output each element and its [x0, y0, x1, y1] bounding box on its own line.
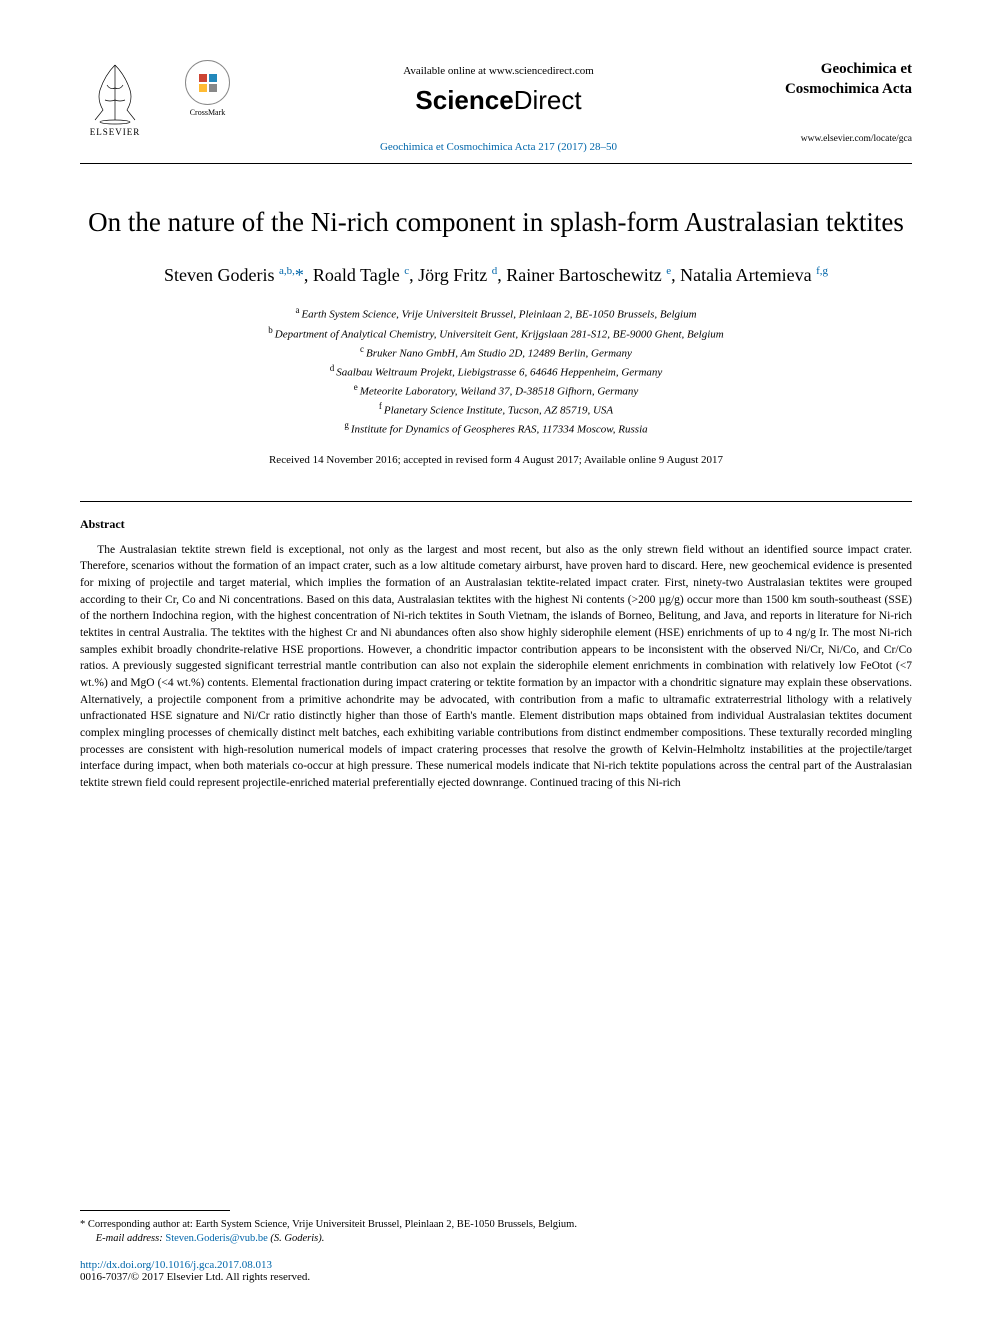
- doi-link[interactable]: http://dx.doi.org/10.1016/j.gca.2017.08.…: [80, 1259, 272, 1271]
- crossmark-label: CrossMark: [190, 108, 226, 117]
- abstract-divider: [80, 501, 912, 502]
- corresponding-author: * Corresponding author at: Earth System …: [80, 1219, 912, 1230]
- abstract-body: The Australasian tektite strewn field is…: [80, 542, 912, 792]
- journal-title: Geochimica et Cosmochimica Acta: [762, 60, 912, 99]
- header-right: Geochimica et Cosmochimica Acta www.else…: [762, 60, 912, 144]
- paper-title: On the nature of the Ni-rich component i…: [80, 204, 912, 240]
- elsevier-tree-icon: [85, 60, 145, 125]
- header-left: ELSEVIER CrossMark: [80, 60, 235, 145]
- affiliation-item: dSaalbau Weltraum Projekt, Liebigstrasse…: [80, 362, 912, 381]
- affiliation-item: aEarth System Science, Vrije Universitei…: [80, 304, 912, 323]
- journal-locate-url: www.elsevier.com/locate/gca: [762, 134, 912, 144]
- journal-ref-link[interactable]: Geochimica et Cosmochimica Acta 217 (201…: [380, 141, 617, 153]
- available-online-text: Available online at www.sciencedirect.co…: [235, 65, 762, 77]
- affiliation-item: gInstitute for Dynamics of Geospheres RA…: [80, 419, 912, 438]
- email-line: E-mail address: Steven.Goderis@vub.be (S…: [80, 1233, 912, 1244]
- copyright-line: 0016-7037/© 2017 Elsevier Ltd. All right…: [80, 1271, 912, 1283]
- elsevier-logo: ELSEVIER: [80, 60, 150, 145]
- page-footer: * Corresponding author at: Earth System …: [80, 1210, 912, 1283]
- authors-list: Steven Goderis a,b,*, Roald Tagle c, Jör…: [80, 262, 912, 289]
- crossmark-badge[interactable]: CrossMark: [180, 60, 235, 117]
- publication-dates: Received 14 November 2016; accepted in r…: [80, 454, 912, 466]
- affiliations-list: aEarth System Science, Vrije Universitei…: [80, 304, 912, 438]
- footer-divider: [80, 1210, 230, 1211]
- header-mid: Available online at www.sciencedirect.co…: [235, 60, 762, 153]
- crossmark-icon: [185, 60, 230, 105]
- affiliation-item: fPlanetary Science Institute, Tucson, AZ…: [80, 400, 912, 419]
- doi-line: http://dx.doi.org/10.1016/j.gca.2017.08.…: [80, 1259, 912, 1271]
- paper-header: ELSEVIER CrossMark Available online at w…: [80, 60, 912, 164]
- affiliation-item: cBruker Nano GmbH, Am Studio 2D, 12489 B…: [80, 343, 912, 362]
- sciencedirect-logo: ScienceDirect: [235, 85, 762, 116]
- abstract-heading: Abstract: [80, 517, 912, 532]
- email-author: (S. Goderis).: [270, 1233, 324, 1244]
- journal-reference: Geochimica et Cosmochimica Acta 217 (201…: [235, 141, 762, 153]
- affiliation-item: eMeteorite Laboratory, Weiland 37, D-385…: [80, 381, 912, 400]
- email-link[interactable]: Steven.Goderis@vub.be: [165, 1233, 267, 1244]
- email-label: E-mail address:: [96, 1233, 163, 1244]
- elsevier-text: ELSEVIER: [90, 127, 141, 137]
- affiliation-item: bDepartment of Analytical Chemistry, Uni…: [80, 324, 912, 343]
